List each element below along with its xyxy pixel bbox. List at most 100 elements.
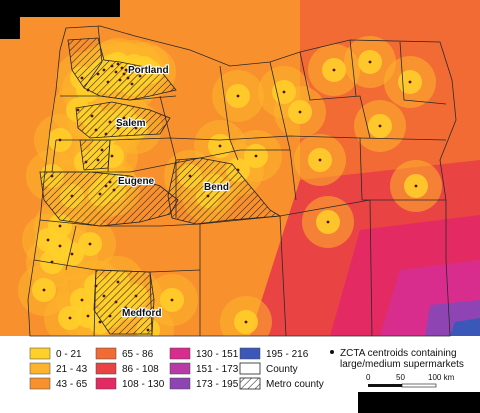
zcta-centroid-dot (108, 180, 112, 184)
zcta-centroid-dot (332, 68, 336, 72)
legend-bin-label-7: 151 - 173 (196, 364, 239, 375)
county-boundaries (27, 25, 457, 337)
zcta-centroid-dot (326, 220, 330, 224)
legend-swatch-2 (29, 377, 51, 390)
zcta-centroid-dot (104, 184, 108, 188)
scale-tick-50: 50 (396, 373, 405, 382)
zcta-centroid-dot (96, 72, 100, 76)
zcta-centroid-dot (368, 60, 372, 64)
legend-swatch-0 (29, 347, 51, 360)
zcta-centroid-dot (100, 148, 104, 152)
legend-bin-7: 151 - 173 (169, 362, 239, 375)
zcta-centroid-dot (110, 154, 114, 158)
zcta-centroid-dot (236, 168, 240, 172)
zcta-label-line1: ZCTA centroids containing (340, 348, 457, 359)
zcta-centroid-dot (378, 124, 382, 128)
zcta-centroid-dot (102, 294, 106, 298)
legend-swatch-1 (29, 362, 51, 375)
zcta-centroid-dot (318, 158, 322, 162)
legend-swatch-6 (169, 347, 191, 360)
zcta-centroid-dot (134, 294, 138, 298)
legend-swatch-5 (95, 377, 117, 390)
zcta-centroid-dot (114, 300, 118, 304)
legend-bin-8: 173 - 195 (169, 377, 239, 390)
zcta-centroid-dot (108, 314, 112, 318)
scale-bar: 0 50 100 km (366, 373, 455, 388)
legend-bin-9: 195 - 216 (239, 347, 309, 360)
zcta-centroid-dot (80, 76, 84, 80)
scale-bar-segment-1 (368, 384, 402, 387)
zcta-centroid-dot (138, 74, 142, 78)
zcta-centroid-dot (94, 284, 98, 288)
zcta-label-line2: large/medium supermarkets (340, 359, 464, 370)
zcta-centroid-dot (118, 78, 122, 82)
top-left-mask (0, 0, 120, 17)
legend-bin-label-0: 0 - 21 (56, 349, 82, 360)
legend-swatch-8 (169, 377, 191, 390)
legend-swatch-4 (95, 362, 117, 375)
zcta-centroid-dot (170, 298, 174, 302)
zcta-centroid-dot (124, 68, 128, 72)
zcta-centroid-dot (50, 174, 54, 178)
zcta-centroid-dot (86, 88, 90, 92)
zcta-centroid-dot (130, 82, 134, 86)
zcta-centroid-dot (116, 280, 120, 284)
zcta-centroid-dot (98, 320, 102, 324)
legend-bin-0: 0 - 21 (29, 347, 82, 360)
city-labels: Portland Salem Eugene Bend Medford (115, 64, 230, 320)
zcta-centroid-dot (148, 70, 152, 74)
zcta-legend-dot (330, 350, 334, 354)
zcta-centroid-dot (110, 64, 114, 68)
metro-county-corvallis (79, 139, 111, 171)
county-swatch (239, 362, 261, 375)
zcta-centroid-dot (142, 66, 146, 70)
legend-bin-4: 86 - 108 (95, 362, 159, 375)
zcta-centroid-dot (116, 62, 120, 66)
legend-bin-5: 108 - 130 (95, 377, 165, 390)
zcta-centroid-dot (58, 244, 62, 248)
zcta-centroid-dot (414, 184, 418, 188)
zcta-centroid-dot (254, 154, 258, 158)
legend-bin-1: 21 - 43 (29, 362, 88, 375)
zcta-centroid-dot (298, 110, 302, 114)
legend-bin-label-1: 21 - 43 (56, 364, 88, 375)
zcta-centroid-dot (212, 184, 216, 188)
metro-counties (39, 37, 282, 335)
city-label-bend: Bend (204, 182, 229, 193)
legend-swatch-7 (169, 362, 191, 375)
zcta-centroid-dot (136, 68, 140, 72)
top-left-mask-2 (0, 17, 20, 39)
zcta-centroid-dot (126, 76, 130, 80)
legend-bin-2: 43 - 65 (29, 377, 88, 390)
zcta-centroid-dot (104, 132, 108, 136)
legend-county: County (239, 362, 298, 375)
zcta-centroid-dot (90, 114, 94, 118)
zcta-centroid-dot (128, 70, 132, 74)
zcta-centroid-dot (70, 194, 74, 198)
legend-swatch-3 (95, 347, 117, 360)
zcta-centroid-dot (80, 298, 84, 302)
zcta-centroid-dot (68, 316, 72, 320)
bottom-right-mask (358, 392, 480, 413)
legend-bin-label-8: 173 - 195 (196, 379, 239, 390)
metro-swatch (239, 377, 261, 390)
zcta-centroid-dots (42, 60, 418, 332)
zcta-centroid-dot (112, 188, 116, 192)
legend-bin-label-2: 43 - 65 (56, 379, 88, 390)
legend-swatch-9 (239, 347, 261, 360)
city-label-eugene: Eugene (118, 176, 155, 187)
zcta-centroid-dot (58, 224, 62, 228)
city-label-portland: Portland (128, 65, 169, 76)
zcta-centroid-dot (146, 328, 150, 332)
zcta-centroid-dot (86, 314, 90, 318)
city-label-medford: Medford (122, 308, 161, 319)
zcta-centroid-dot (134, 126, 138, 130)
county-label: County (266, 364, 298, 375)
scale-tick-0: 0 (366, 373, 371, 382)
zcta-centroid-dot (218, 144, 222, 148)
zcta-centroid-dot (84, 160, 88, 164)
scale-tick-100: 100 km (428, 373, 455, 382)
zcta-centroid-dot (124, 306, 128, 310)
scale-bar-segment-2 (401, 383, 437, 388)
legend: 0 - 21 21 - 43 43 - 65 65 - 86 86 - 108 … (0, 338, 480, 413)
